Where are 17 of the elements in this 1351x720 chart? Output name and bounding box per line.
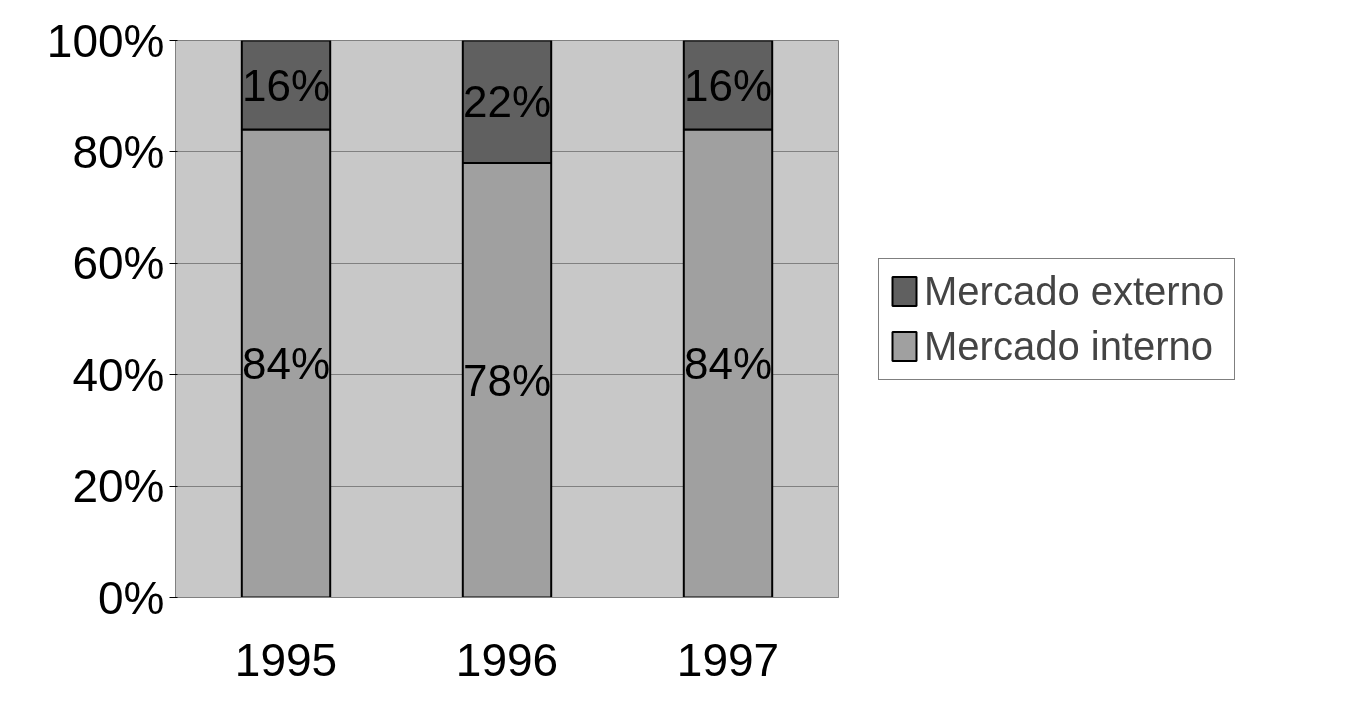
x-tick-label: 1996 xyxy=(455,633,559,686)
x-tick-label: 1997 xyxy=(676,633,780,686)
y-tick-label: 0% xyxy=(98,571,165,624)
y-tick-label: 60% xyxy=(72,237,165,290)
data-label: 22% xyxy=(462,77,552,127)
x-tick-label: 1995 xyxy=(234,633,338,686)
data-label: 78% xyxy=(462,355,552,405)
legend-label: Mercado externo xyxy=(924,268,1225,314)
data-label: 16% xyxy=(683,60,773,110)
y-tick-label: 100% xyxy=(46,14,165,67)
data-label: 84% xyxy=(241,339,331,389)
y-tick-label: 40% xyxy=(72,348,165,401)
data-label: 84% xyxy=(683,339,773,389)
data-label: 16% xyxy=(241,60,331,110)
legend-label: Mercado interno xyxy=(924,323,1214,369)
y-tick-label: 80% xyxy=(72,125,165,178)
y-tick-label: 20% xyxy=(72,460,165,513)
